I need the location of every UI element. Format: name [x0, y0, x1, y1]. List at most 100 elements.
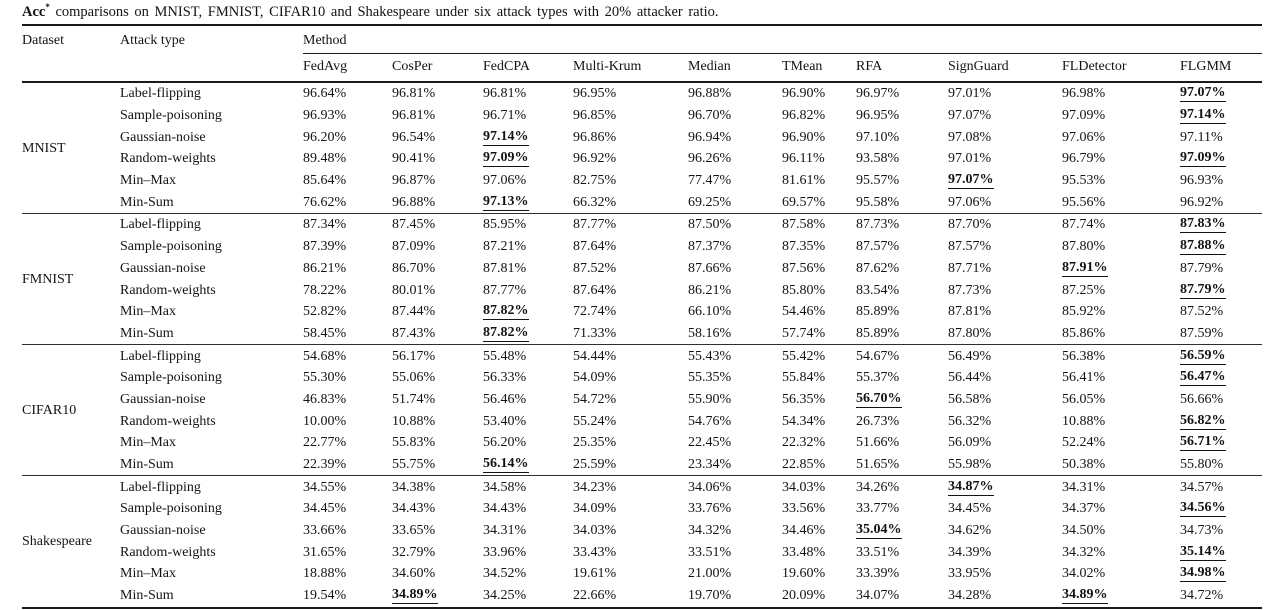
- accuracy-value: 97.08%: [948, 129, 992, 145]
- accuracy-value: 55.43%: [688, 344, 782, 367]
- accuracy-value: 96.71%: [483, 108, 527, 124]
- attack-type-label: Min-Sum: [120, 588, 174, 604]
- method-group-header: Method: [303, 25, 1263, 54]
- accuracy-value: 54.68%: [303, 344, 392, 367]
- accuracy-value: 55.30%: [303, 370, 347, 386]
- accuracy-value: 35.04%: [856, 520, 948, 542]
- accuracy-value: 56.59%: [1180, 344, 1263, 367]
- accuracy-value: 34.23%: [573, 475, 688, 499]
- accuracy-value: 33.51%: [856, 544, 900, 560]
- accuracy-value: 97.09%: [1062, 108, 1106, 124]
- accuracy-value: 55.24%: [573, 413, 617, 429]
- accuracy-value: 33.65%: [392, 523, 436, 539]
- accuracy-value: 96.93%: [1180, 173, 1224, 189]
- accuracy-value: 54.72%: [573, 391, 617, 407]
- best-accuracy-value: 34.87%: [948, 478, 994, 496]
- accuracy-value: 55.37%: [856, 370, 900, 386]
- accuracy-value: 96.88%: [392, 194, 436, 210]
- accuracy-value: 97.07%: [948, 170, 1062, 192]
- accuracy-value: 87.43%: [392, 325, 436, 341]
- attack-type-column-header: Attack type: [120, 33, 185, 49]
- accuracy-value: 85.64%: [303, 173, 347, 189]
- accuracy-value: 56.35%: [782, 391, 826, 407]
- accuracy-value: 34.31%: [1062, 475, 1180, 499]
- accuracy-value: 87.09%: [392, 239, 436, 255]
- table-row: Min–Max 52.82% 87.44% 87.82% 72.74% 66.10% 54.…: [22, 301, 1262, 323]
- accuracy-value: 34.26%: [856, 475, 948, 499]
- accuracy-value: 34.38%: [392, 475, 483, 499]
- best-accuracy-value: 56.82%: [1180, 412, 1226, 430]
- results-table-body: MNIST Label-flipping 96.64% 96.81% 96.81% 96.…: [22, 82, 1263, 608]
- accuracy-value: 97.14%: [483, 126, 573, 148]
- accuracy-value: 34.98%: [1180, 563, 1262, 585]
- accuracy-value: 56.46%: [483, 391, 527, 407]
- accuracy-value: 97.06%: [1062, 129, 1106, 145]
- accuracy-value: 54.34%: [782, 413, 826, 429]
- accuracy-value: 96.26%: [688, 151, 732, 167]
- accuracy-value: 56.33%: [483, 370, 527, 386]
- attack-type-label: Gaussian-noise: [120, 523, 206, 539]
- accuracy-value: 10.88%: [392, 413, 436, 429]
- empty-header-cell: [22, 53, 120, 83]
- best-accuracy-value: 34.89%: [1062, 587, 1108, 605]
- accuracy-value: 87.80%: [1062, 239, 1106, 255]
- accuracy-value: 56.66%: [1180, 391, 1224, 407]
- accuracy-value: 85.95%: [483, 213, 573, 236]
- accuracy-value: 87.52%: [573, 260, 617, 276]
- method-header-fldetector: FLDetector: [1062, 53, 1180, 83]
- accuracy-value: 34.58%: [483, 475, 573, 499]
- method-header-signguard: SignGuard: [948, 53, 1062, 83]
- header-row-groups: Dataset Attack type Method: [22, 25, 1263, 54]
- accuracy-value: 87.57%: [856, 239, 900, 255]
- accuracy-value: 52.24%: [1062, 435, 1106, 451]
- accuracy-value: 97.13%: [483, 191, 573, 213]
- accuracy-value: 85.92%: [1062, 304, 1106, 320]
- accuracy-value: 72.74%: [573, 304, 617, 320]
- accuracy-value: 25.59%: [573, 457, 617, 473]
- accuracy-value: 97.06%: [948, 194, 992, 210]
- table-row: Sample-poisoning 96.93% 96.81% 96.71% 96.85%…: [22, 105, 1262, 127]
- accuracy-value: 95.58%: [856, 194, 900, 210]
- accuracy-value: 34.87%: [948, 475, 1062, 499]
- accuracy-value: 80.01%: [392, 282, 436, 298]
- accuracy-value: 34.07%: [856, 588, 900, 604]
- best-accuracy-value: 97.14%: [483, 128, 529, 146]
- accuracy-value: 34.55%: [303, 475, 392, 499]
- best-accuracy-value: 97.13%: [483, 193, 529, 211]
- accuracy-value: 34.73%: [1180, 523, 1224, 539]
- best-accuracy-value: 87.88%: [1180, 238, 1226, 256]
- best-accuracy-value: 97.09%: [1180, 150, 1226, 168]
- accuracy-value: 34.50%: [1062, 523, 1106, 539]
- accuracy-value: 56.71%: [1180, 432, 1262, 454]
- accuracy-value: 87.37%: [688, 239, 732, 255]
- accuracy-value: 86.70%: [392, 260, 436, 276]
- method-header-fedavg: FedAvg: [303, 53, 392, 83]
- accuracy-value: 87.39%: [303, 239, 347, 255]
- accuracy-value: 34.32%: [1062, 544, 1106, 560]
- accuracy-value: 34.52%: [483, 566, 527, 582]
- accuracy-value: 87.88%: [1180, 236, 1262, 258]
- accuracy-value: 66.10%: [688, 304, 732, 320]
- accuracy-value: 34.28%: [948, 588, 992, 604]
- accuracy-value: 19.61%: [573, 566, 617, 582]
- table-row: Min-Sum 19.54% 34.89% 34.25% 22.66% 19.70% 20.…: [22, 585, 1262, 608]
- accuracy-value: 54.46%: [782, 304, 826, 320]
- accuracy-value: 82.75%: [573, 173, 617, 189]
- table-row: CIFAR10 Label-flipping 54.68% 56.17% 55.48% 5…: [22, 344, 1263, 476]
- accuracy-value: 87.71%: [948, 260, 992, 276]
- accuracy-value: 56.70%: [856, 389, 948, 411]
- caption-metric-label: Acc: [22, 4, 46, 20]
- dataset-label: FMNIST: [22, 213, 120, 345]
- accuracy-value: 87.81%: [948, 304, 992, 320]
- attack-type-label: Gaussian-noise: [120, 391, 206, 407]
- best-accuracy-value: 56.47%: [1180, 369, 1226, 387]
- accuracy-value: 87.45%: [392, 213, 483, 236]
- method-header-fedcpa: FedCPA: [483, 53, 573, 83]
- accuracy-value: 34.32%: [688, 523, 732, 539]
- accuracy-value: 96.81%: [483, 86, 527, 102]
- accuracy-value: 33.66%: [303, 523, 347, 539]
- accuracy-value: 56.49%: [948, 344, 1062, 367]
- accuracy-value: 96.20%: [303, 129, 347, 145]
- method-header-median: Median: [688, 53, 782, 83]
- accuracy-value: 25.35%: [573, 435, 617, 451]
